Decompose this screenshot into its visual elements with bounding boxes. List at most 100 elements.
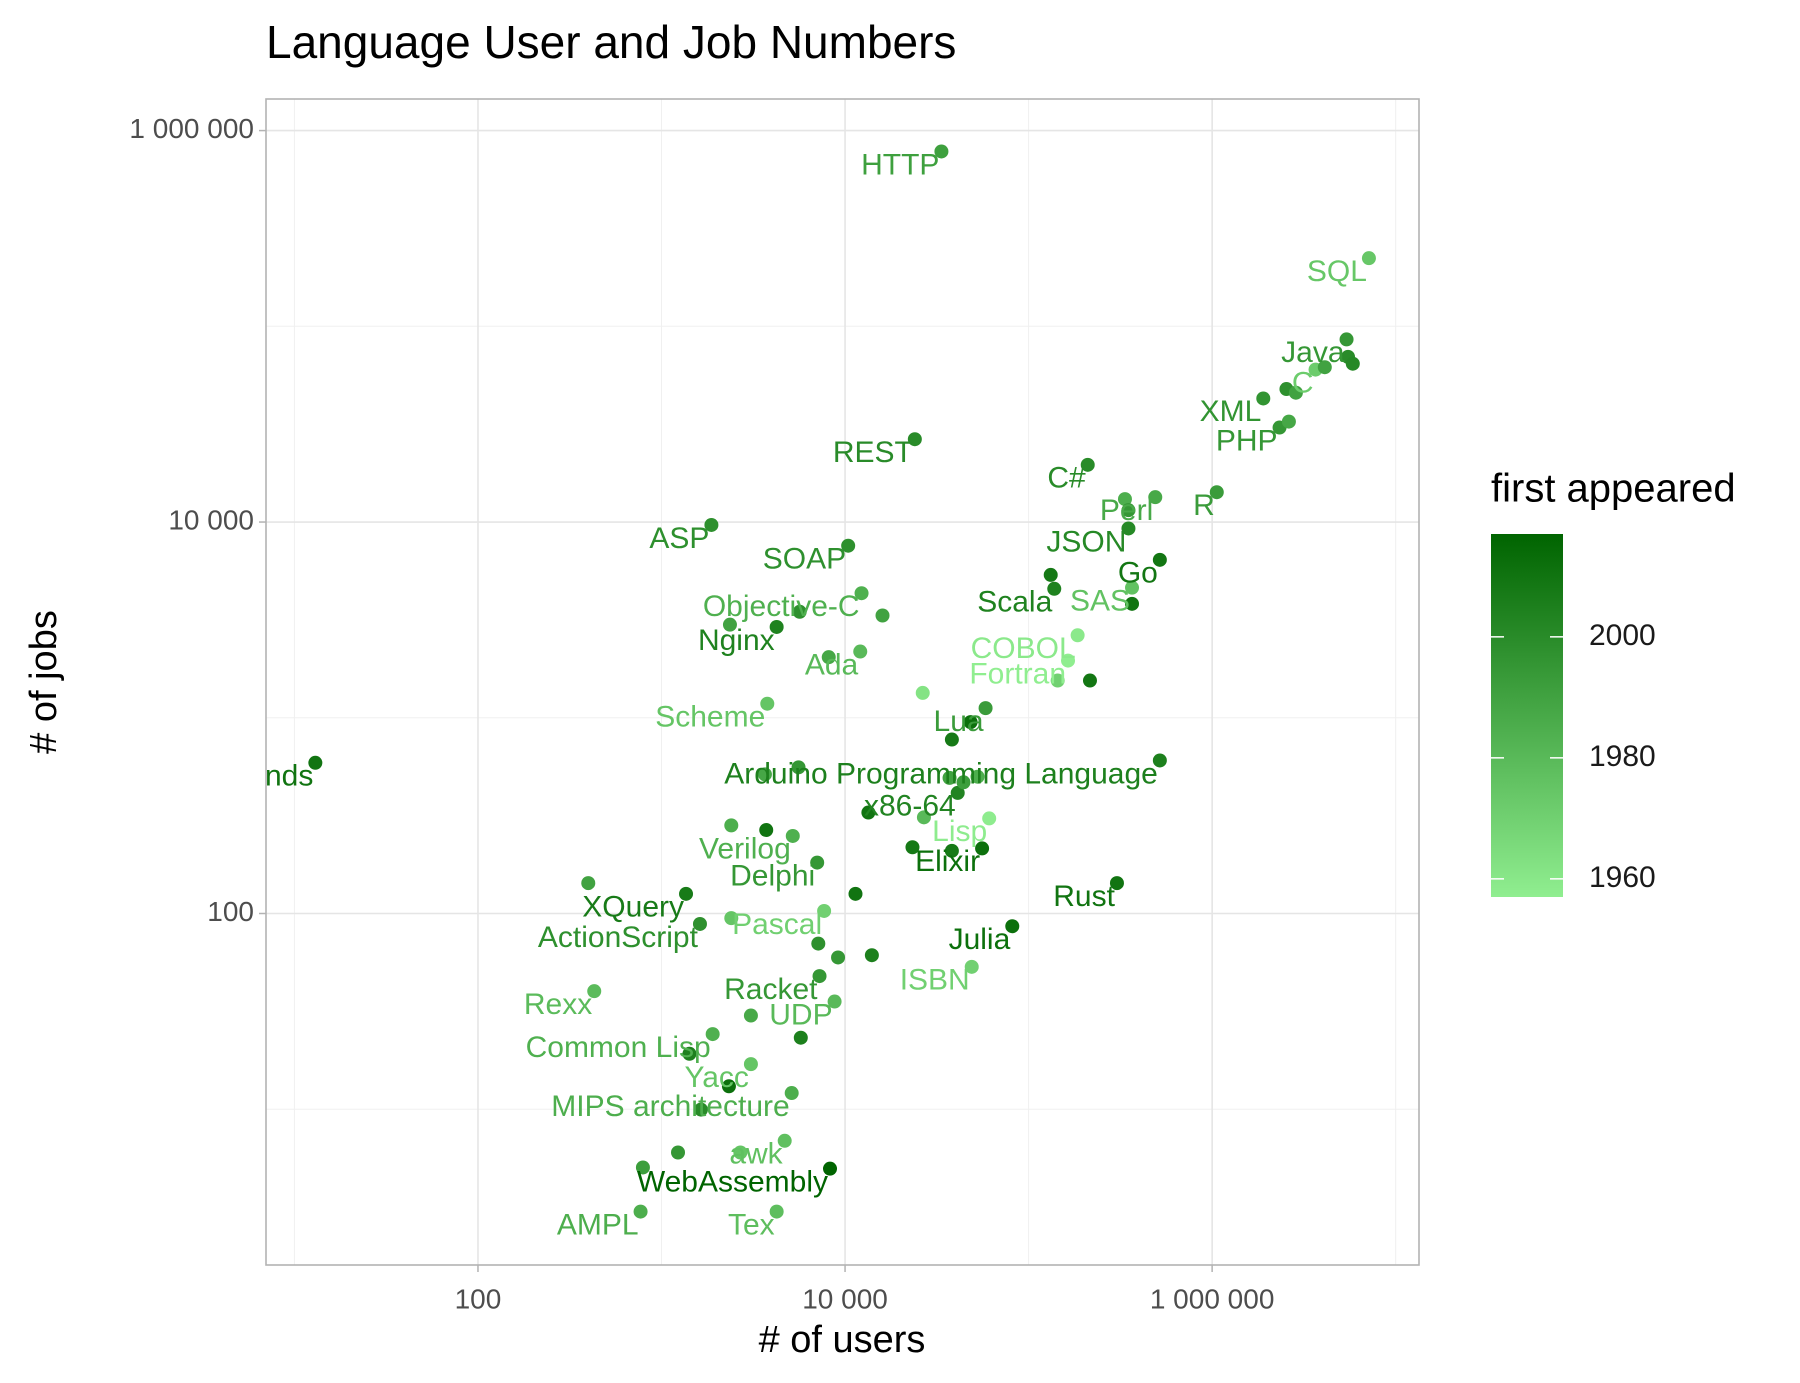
point-label: SAS	[1070, 584, 1130, 617]
point	[1047, 581, 1062, 596]
point	[1070, 628, 1085, 643]
point-label: ISBN	[900, 964, 970, 997]
point-label: PHP	[1216, 424, 1278, 457]
point-label: Scala	[977, 586, 1052, 619]
point	[854, 586, 869, 601]
panel-background	[266, 99, 1419, 1265]
point-label: Fortran	[969, 657, 1066, 690]
point	[692, 916, 707, 931]
x-tick-label: 100	[455, 1283, 502, 1314]
x-tick-label: 1 000 000	[1150, 1283, 1275, 1314]
point-label: Pascal	[732, 908, 822, 941]
point	[821, 650, 836, 665]
point-label: XQuery	[582, 891, 684, 924]
point-label: REST	[833, 436, 913, 469]
point	[743, 1008, 758, 1023]
point-label: C	[1292, 366, 1314, 399]
point-label: XML	[1200, 395, 1262, 428]
point-label: ASP	[649, 522, 709, 555]
point	[915, 685, 930, 700]
panel-border	[265, 98, 1420, 1266]
point	[633, 1204, 648, 1219]
point	[1043, 567, 1058, 582]
color-bar	[1491, 534, 1563, 897]
point	[950, 785, 965, 800]
point	[743, 1057, 758, 1072]
point-label: Objective-C	[703, 590, 860, 623]
point	[1125, 596, 1140, 611]
point	[864, 948, 879, 963]
point	[1080, 457, 1095, 472]
point-label: HTTP	[861, 148, 939, 181]
point-label: ActionScript	[538, 921, 699, 954]
point	[811, 936, 826, 951]
point-label: WebAssembly	[637, 1165, 828, 1198]
point	[956, 775, 971, 790]
point	[1281, 414, 1296, 429]
point	[905, 840, 920, 855]
point	[942, 770, 957, 785]
point	[1339, 332, 1354, 347]
point-label: Verilog	[699, 833, 791, 866]
point	[861, 805, 876, 820]
point-label: SQL	[1307, 255, 1367, 288]
y-tick-label: 10 000	[168, 504, 254, 535]
point	[982, 811, 997, 826]
legend-tick-label: 2000	[1589, 619, 1656, 652]
point	[671, 1145, 686, 1160]
point	[724, 818, 739, 833]
point	[769, 1204, 784, 1219]
point	[1345, 356, 1360, 371]
point	[705, 1027, 720, 1042]
point-label: Yacc	[684, 1061, 748, 1094]
point	[1317, 360, 1332, 375]
point-label: SOAP	[763, 543, 846, 576]
point	[875, 608, 890, 623]
point	[848, 886, 863, 901]
point-label: Lua	[934, 705, 984, 738]
point	[841, 538, 856, 553]
point	[817, 903, 832, 918]
point	[757, 767, 772, 782]
point-label: Java	[1281, 336, 1345, 369]
point-label: awk	[729, 1138, 783, 1171]
point	[308, 755, 323, 770]
point	[1152, 753, 1167, 768]
point	[769, 619, 784, 634]
x-axis-title: # of users	[759, 1319, 926, 1361]
point	[810, 855, 825, 870]
point-label: MIPS architecture	[551, 1090, 789, 1123]
point-label: Racket	[724, 973, 818, 1006]
point	[581, 876, 596, 891]
point	[784, 1086, 799, 1101]
point-label: Nginx	[698, 624, 775, 657]
point	[944, 732, 959, 747]
point-label: AMPL	[557, 1208, 639, 1241]
point	[587, 984, 602, 999]
point-label: Go	[1118, 557, 1158, 590]
legend-title: first appeared	[1491, 467, 1736, 511]
point	[1125, 580, 1140, 595]
point-label: nds	[265, 760, 313, 793]
point	[975, 841, 990, 856]
point-label: Arduino Programming Language	[724, 757, 1158, 790]
point	[721, 1079, 736, 1094]
y-tick-label: 100	[207, 896, 254, 927]
point-label: C#	[1047, 462, 1086, 495]
x-tick-label: 10 000	[802, 1283, 888, 1314]
point-label: Perl	[1100, 494, 1153, 527]
point	[827, 994, 842, 1009]
point	[1256, 391, 1271, 406]
point	[793, 1030, 808, 1045]
point	[777, 1133, 792, 1148]
point-label: COBOL	[971, 632, 1076, 665]
point-label: Julia	[949, 923, 1011, 956]
chart-title: Language User and Job Numbers	[266, 16, 956, 68]
point	[964, 959, 979, 974]
point	[853, 644, 868, 659]
point	[733, 1145, 748, 1160]
point	[785, 828, 800, 843]
point	[635, 1160, 650, 1175]
point	[1288, 385, 1303, 400]
